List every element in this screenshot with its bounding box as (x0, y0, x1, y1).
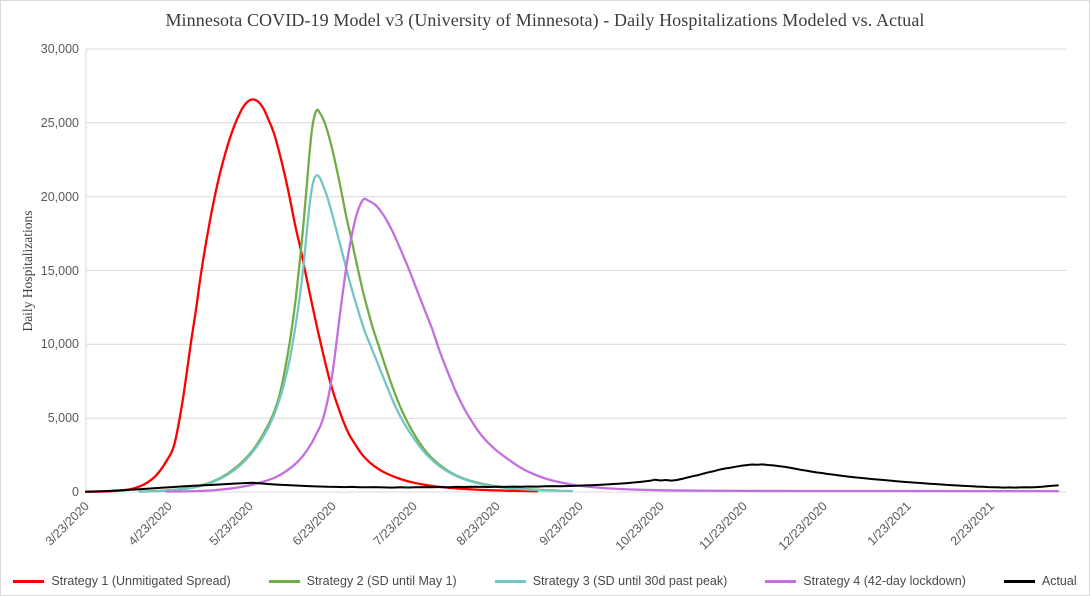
y-tick-label: 5,000 (47, 411, 79, 426)
legend-swatch-strategy-4 (765, 579, 797, 583)
legend-item-strategy-4: Strategy 4 (42-day lockdown) (765, 574, 966, 588)
series-line-strategy-3 (138, 174, 574, 493)
y-tick-label: 20,000 (40, 189, 79, 204)
legend-swatch-strategy-3 (494, 579, 526, 583)
legend-swatch-strategy-2 (268, 579, 300, 583)
y-tick-label: 10,000 (40, 337, 79, 352)
series-line-strategy-1 (84, 98, 539, 493)
y-tick-label: 15,000 (40, 263, 79, 278)
legend-label: Strategy 4 (42-day lockdown) (803, 574, 966, 588)
legend-swatch-strategy-1 (13, 579, 45, 583)
series-line-strategy-4 (165, 197, 1060, 493)
legend-label: Strategy 1 (Unmitigated Spread) (51, 574, 231, 588)
chart-title: Minnesota COVID-19 Model v3 (University … (165, 10, 925, 30)
legend-swatch-actual (1003, 579, 1035, 583)
legend-item-strategy-2: Strategy 2 (SD until May 1) (268, 574, 457, 588)
legend-item-actual: Actual (1003, 574, 1077, 588)
series-line-actual (85, 463, 1059, 493)
y-tick-label: 0 (72, 485, 79, 499)
legend: Strategy 1 (Unmitigated Spread) Strategy … (1, 574, 1089, 588)
legend-label: Strategy 2 (SD until May 1) (306, 574, 457, 588)
legend-label: Actual (1041, 574, 1077, 588)
legend-item-strategy-3: Strategy 3 (SD until 30d past peak) (494, 574, 728, 588)
legend-item-strategy-1: Strategy 1 (Unmitigated Spread) (13, 574, 231, 588)
y-tick-label: 30,000 (40, 42, 79, 56)
legend-label: Strategy 3 (SD until 30d past peak) (532, 574, 728, 588)
y-tick-label: 25,000 (40, 115, 79, 130)
